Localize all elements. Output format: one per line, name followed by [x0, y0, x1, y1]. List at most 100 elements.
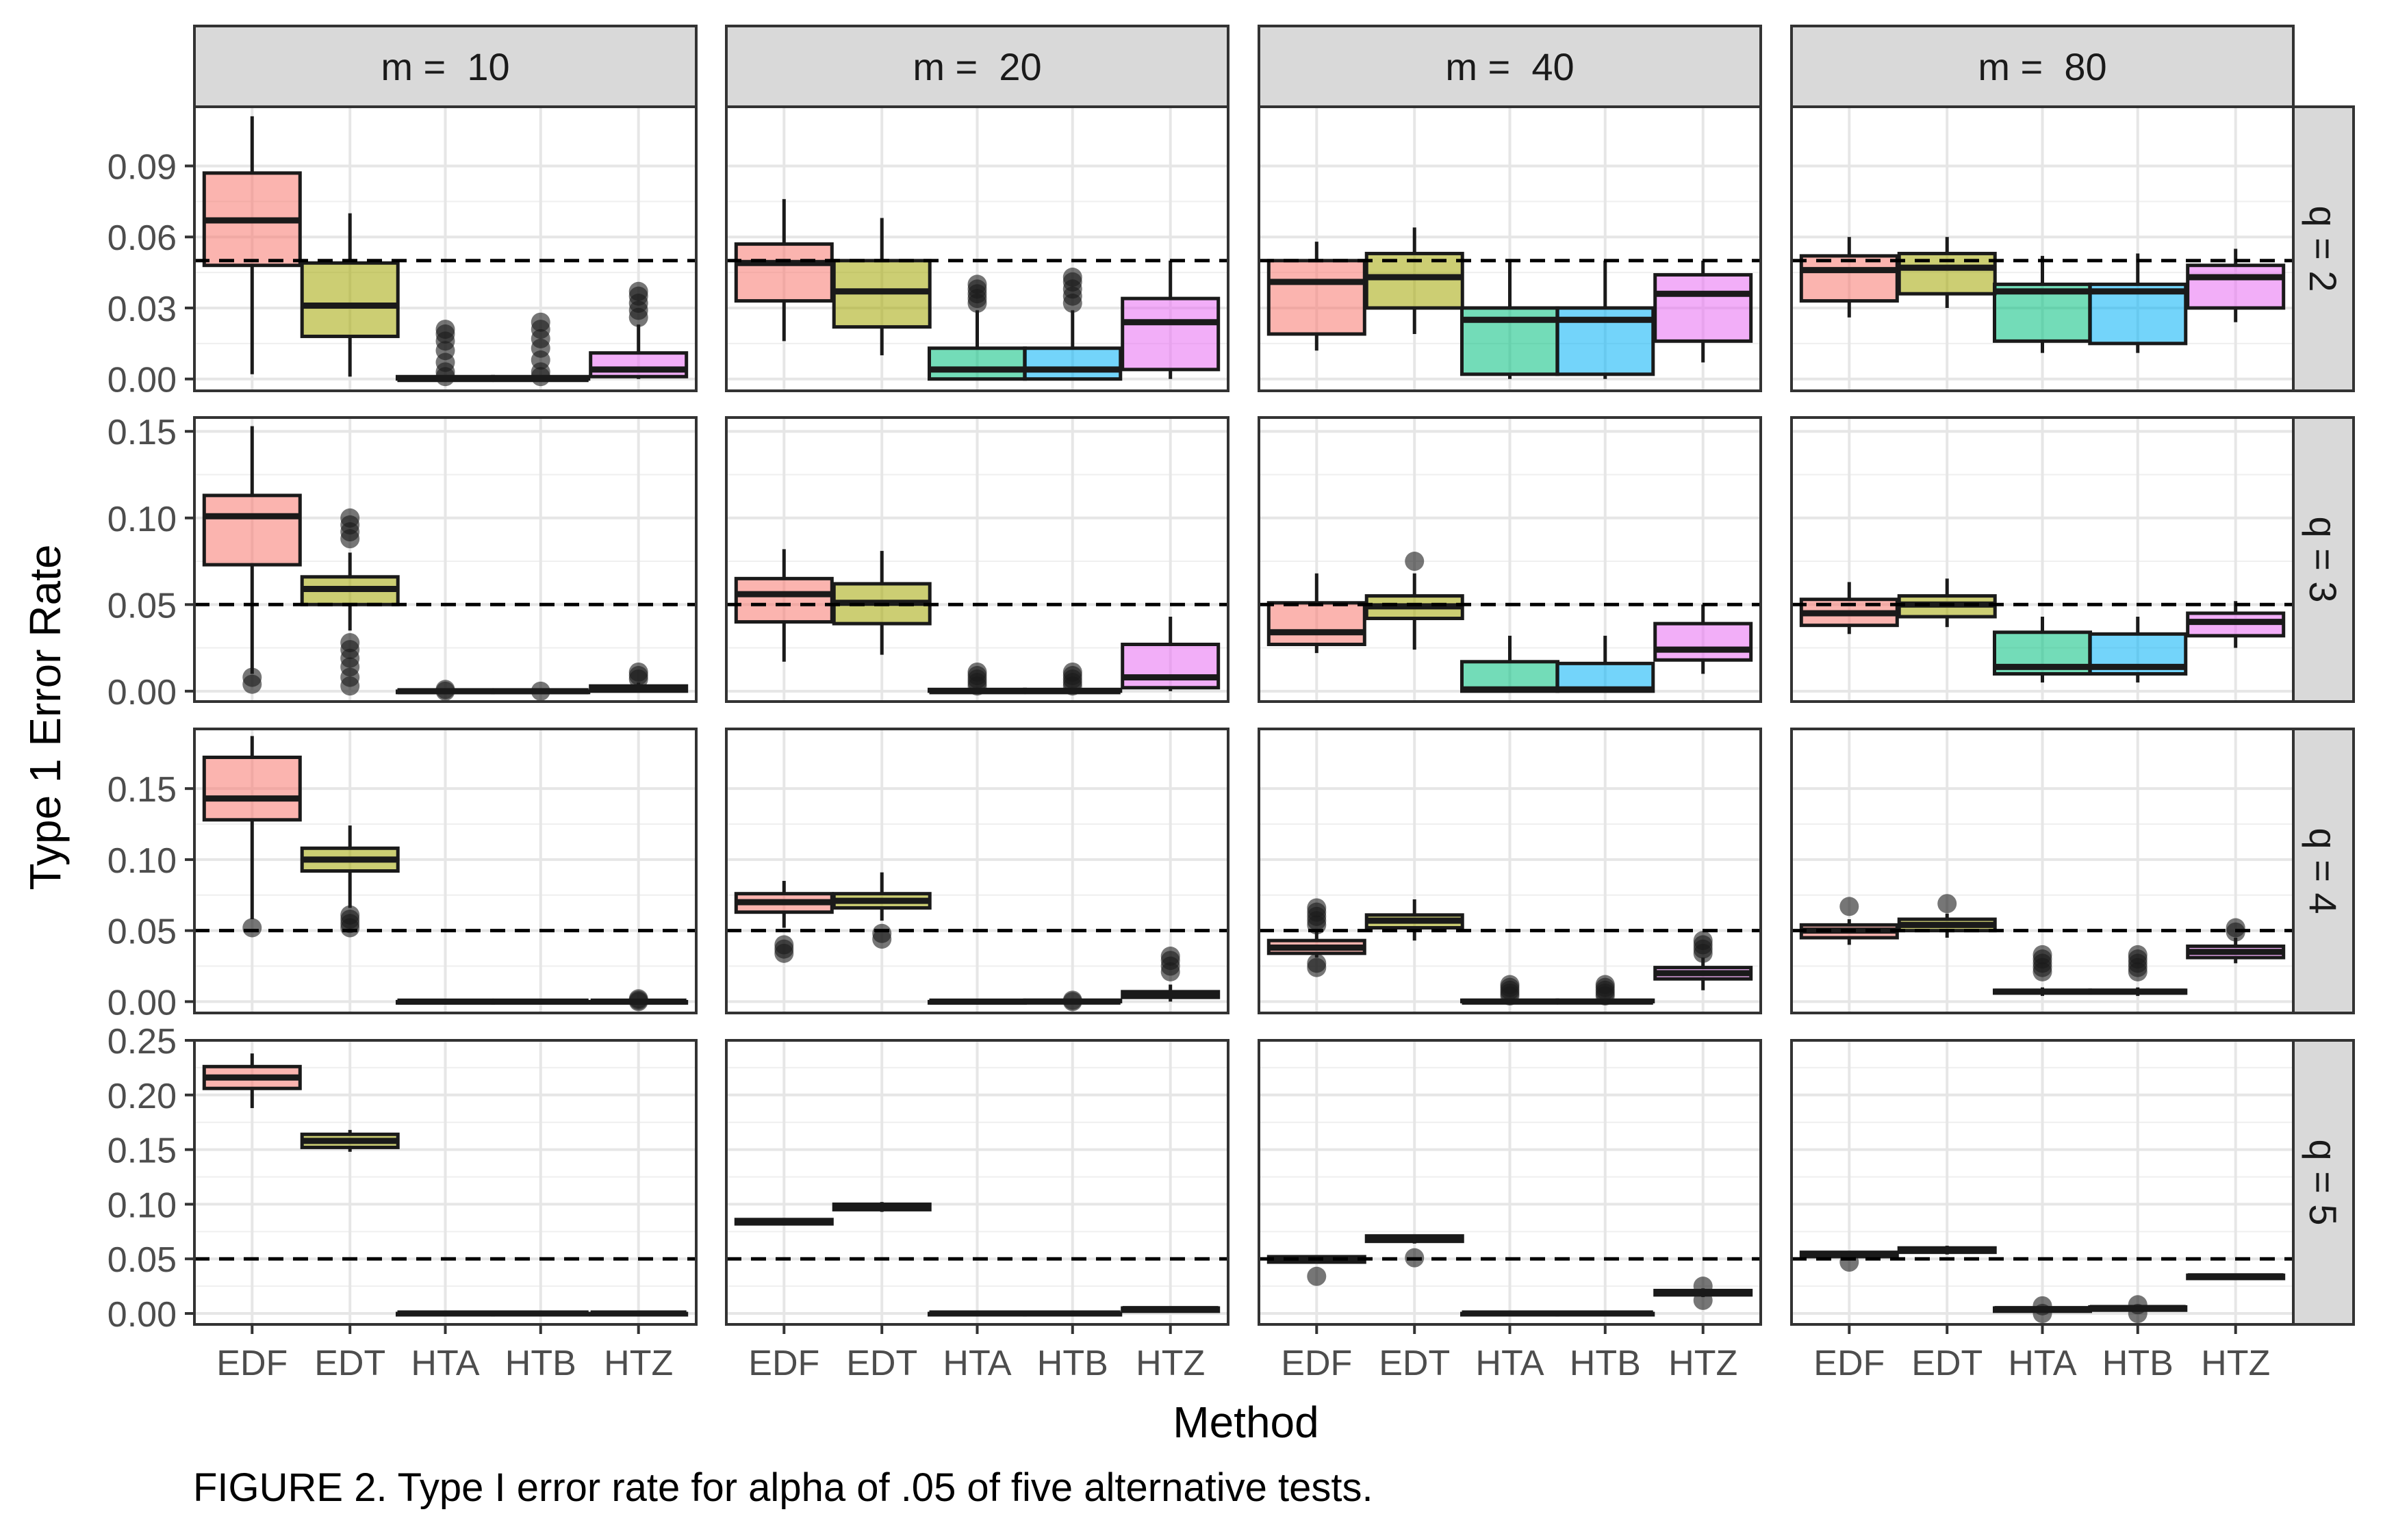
- box-htz-m80-q4: [2186, 918, 2286, 964]
- box-edf-m20-q3: [734, 549, 834, 662]
- outlier-point: [1839, 1253, 1859, 1272]
- box-htb-m80-q4: [2088, 945, 2188, 997]
- box-edt-m40-q2: [1364, 227, 1464, 334]
- y-tick-label: 0.00: [107, 361, 177, 400]
- panel-border: [1790, 728, 2295, 1014]
- box-edt-m10-q4: [300, 825, 400, 938]
- y-tick-label: 0.05: [107, 1240, 177, 1280]
- y-tick-label: 0.00: [107, 983, 177, 1023]
- box-htb-m10-q3: [491, 681, 591, 701]
- box-edt-m40-q4: [1364, 899, 1464, 941]
- panel-border: [1258, 416, 1762, 703]
- x-tick-label: EDT: [846, 1344, 917, 1383]
- facet-strip-m10: [193, 25, 698, 108]
- outlier-point: [435, 320, 455, 339]
- box-htz-m40-q2: [1653, 260, 1753, 363]
- box-hta-m10-q5: [396, 1310, 495, 1317]
- box-body: [1653, 621, 1753, 662]
- box-htz-m10-q4: [589, 989, 689, 1012]
- box-hta-m40-q5: [1460, 1310, 1559, 1317]
- outlier-point: [1307, 898, 1327, 918]
- box-hta-m10-q4: [396, 998, 495, 1005]
- box-body: [1364, 251, 1464, 310]
- box-body: [1266, 259, 1366, 336]
- panel-border: [725, 728, 1229, 1014]
- y-axis-title: Type 1 Error Rate: [21, 544, 70, 890]
- facet-strip-q2: [2292, 105, 2355, 392]
- y-tick-label: 0.15: [107, 413, 177, 452]
- outlier-point: [1595, 975, 1615, 994]
- panel-border: [1790, 105, 2295, 392]
- x-tick-label: HTA: [411, 1344, 479, 1383]
- box-edt-m10-q3: [300, 508, 400, 696]
- outlier-point: [2128, 1295, 2148, 1315]
- x-tick-label: HTZ: [1668, 1344, 1737, 1383]
- box-hta-m10-q2: [396, 320, 495, 387]
- outlier-point: [2032, 1296, 2052, 1316]
- outlier-point: [628, 989, 648, 1009]
- box-htb-m80-q5: [2088, 1295, 2188, 1324]
- box-htb-m40-q2: [1555, 260, 1655, 379]
- box-htz-m40-q4: [1653, 931, 1753, 990]
- box-hta-m80-q4: [1993, 945, 2092, 997]
- y-tick-label: 0.10: [107, 500, 177, 539]
- box-htz-m20-q2: [1121, 260, 1221, 379]
- y-tick-label: 0.00: [107, 1295, 177, 1335]
- box-edf-m20-q5: [734, 1218, 834, 1226]
- box-htz-m10-q2: [589, 281, 689, 379]
- box-hta-m80-q5: [1993, 1296, 2092, 1324]
- outlier-point: [2032, 945, 2052, 964]
- box-edf-m20-q2: [734, 198, 834, 342]
- box-body: [202, 756, 302, 822]
- box-htz-m20-q4: [1121, 947, 1221, 1002]
- box-htb-m10-q4: [491, 998, 591, 1005]
- box-body: [1121, 642, 1221, 690]
- box-edt-m20-q2: [832, 218, 932, 356]
- box-body: [1653, 273, 1753, 343]
- box-htb-m20-q4: [1023, 990, 1123, 1012]
- outlier-point: [1307, 953, 1327, 973]
- outlier-point: [340, 905, 360, 925]
- x-axis-title: Method: [1173, 1398, 1318, 1447]
- box-edf-m20-q4: [734, 881, 834, 963]
- x-tick-label: HTB: [1570, 1344, 1641, 1383]
- facet-strip-m20: [725, 25, 1229, 108]
- box-hta-m20-q3: [928, 662, 1027, 696]
- box-htb-m40-q5: [1555, 1310, 1655, 1317]
- y-tick-label: 0.06: [107, 218, 177, 258]
- outlier-point: [872, 923, 892, 943]
- y-tick-label: 0.25: [107, 1022, 177, 1062]
- facet-strip-q5: [2292, 1039, 2355, 1326]
- box-edt-m40-q3: [1364, 552, 1464, 650]
- box-htb-m20-q5: [1023, 1310, 1123, 1317]
- y-tick-label: 0.09: [107, 147, 177, 187]
- box-htb-m80-q3: [2088, 617, 2188, 683]
- y-tick-label: 0.20: [107, 1077, 177, 1116]
- y-tick-label: 0.05: [107, 912, 177, 952]
- x-tick-label: HTA: [1475, 1344, 1544, 1383]
- frames-layer: [185, 25, 2355, 1334]
- panel-border: [725, 105, 1229, 392]
- x-tick-label: HTB: [505, 1344, 576, 1383]
- facet-label-q3: q = 3: [2302, 516, 2345, 602]
- y-tick-label: 0.00: [107, 673, 177, 713]
- box-hta-m20-q4: [928, 998, 1027, 1005]
- box-body: [734, 576, 834, 624]
- box-htz-m80-q3: [2186, 601, 2286, 648]
- box-body: [589, 351, 689, 378]
- x-tick-label: HTZ: [604, 1344, 673, 1383]
- outlier-point: [1062, 268, 1082, 287]
- y-tick-label: 0.05: [107, 586, 177, 626]
- figure-caption: FIGURE 2. Type I error rate for alpha of…: [193, 1465, 1373, 1510]
- box-body: [1121, 296, 1221, 372]
- outlier-point: [1307, 1266, 1327, 1286]
- box-edf-m40-q3: [1266, 573, 1366, 654]
- facet-label-m40: m = 40: [1445, 45, 1574, 88]
- outlier-point: [531, 312, 550, 332]
- outlier-point: [967, 662, 987, 682]
- box-body: [202, 493, 302, 567]
- x-tick-label: HTB: [1037, 1344, 1108, 1383]
- box-edt-m10-q5: [300, 1129, 400, 1152]
- outlier-point: [242, 667, 262, 687]
- box-htz-m80-q2: [2186, 248, 2286, 322]
